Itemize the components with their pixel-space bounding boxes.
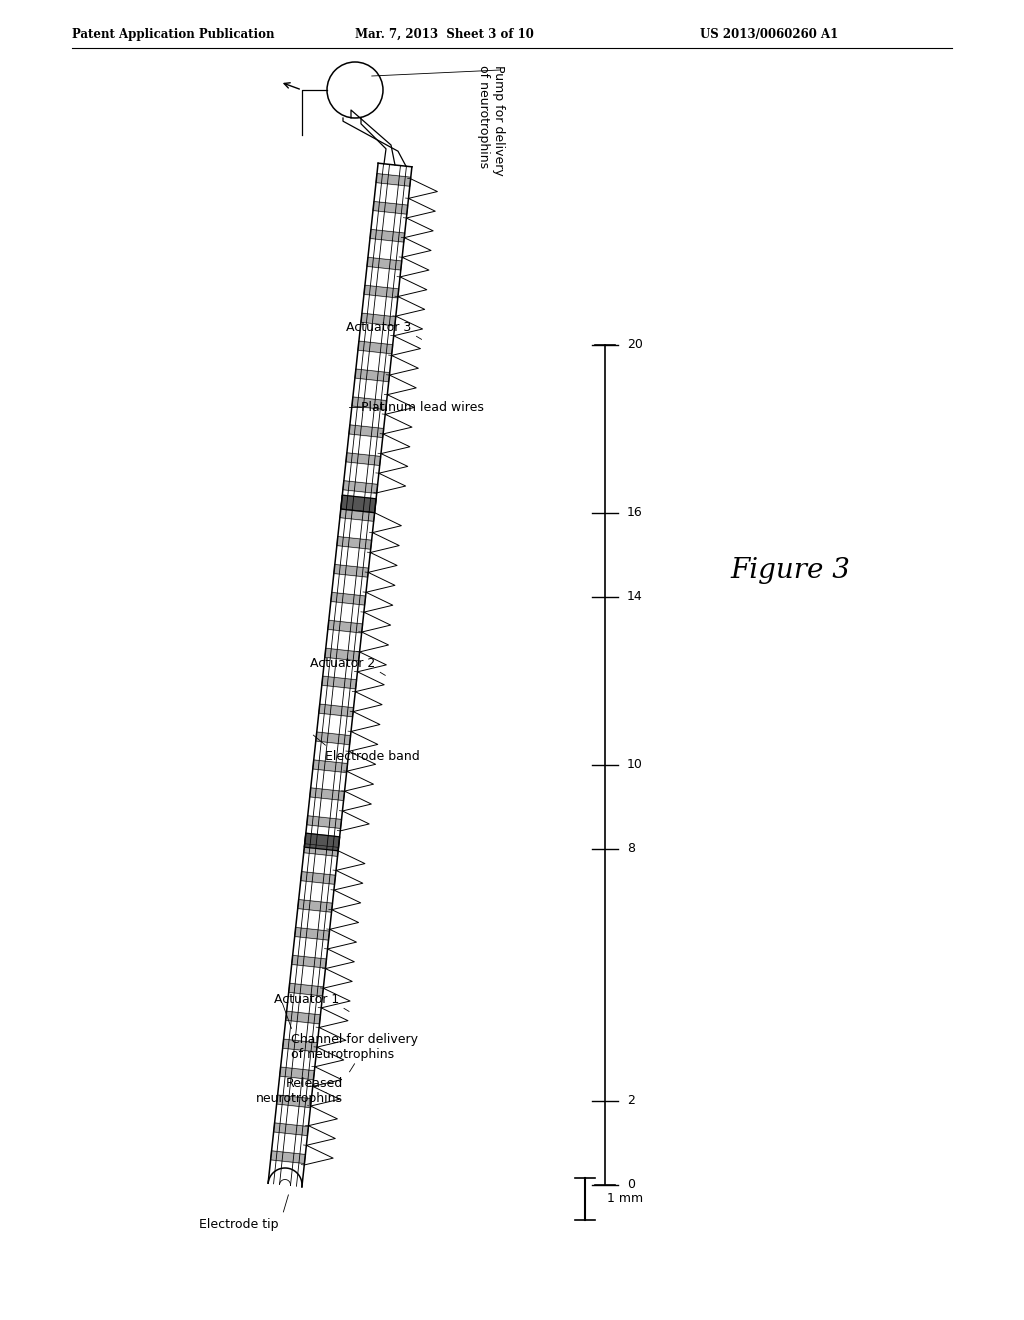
Text: 20: 20 [627, 338, 643, 351]
Text: Figure 3: Figure 3 [730, 557, 850, 583]
Text: Actuator 1: Actuator 1 [273, 994, 339, 1006]
Polygon shape [268, 164, 412, 1187]
Polygon shape [295, 928, 330, 940]
Polygon shape [337, 537, 372, 549]
Polygon shape [273, 1123, 308, 1135]
Text: 0: 0 [627, 1179, 635, 1192]
Text: Actuator 3: Actuator 3 [346, 321, 412, 334]
Polygon shape [334, 565, 369, 577]
Polygon shape [370, 230, 404, 242]
Polygon shape [289, 983, 324, 995]
Text: 10: 10 [627, 759, 643, 771]
Text: 14: 14 [627, 590, 643, 603]
Polygon shape [283, 1039, 317, 1052]
Polygon shape [367, 257, 401, 271]
Text: Platinum lead wires: Platinum lead wires [360, 400, 483, 413]
Text: 2: 2 [627, 1094, 635, 1107]
Polygon shape [298, 899, 333, 912]
Text: 16: 16 [627, 507, 643, 520]
Polygon shape [304, 843, 339, 857]
Polygon shape [312, 760, 347, 772]
Text: Actuator 2: Actuator 2 [310, 657, 375, 671]
Polygon shape [331, 593, 366, 605]
Polygon shape [286, 1011, 321, 1024]
Text: Released
neurotrophins: Released neurotrophins [256, 1077, 343, 1105]
Polygon shape [364, 285, 398, 298]
Polygon shape [315, 733, 350, 744]
Polygon shape [270, 1151, 305, 1163]
Polygon shape [310, 788, 344, 800]
Text: 8: 8 [627, 842, 635, 855]
Text: 1 mm: 1 mm [607, 1192, 643, 1205]
Polygon shape [352, 397, 387, 409]
Polygon shape [355, 370, 390, 381]
Polygon shape [280, 1067, 314, 1080]
Text: US 2013/0060260 A1: US 2013/0060260 A1 [700, 28, 839, 41]
Polygon shape [376, 174, 411, 186]
Polygon shape [343, 480, 378, 494]
Polygon shape [328, 620, 362, 634]
Polygon shape [292, 956, 327, 968]
Polygon shape [373, 202, 408, 214]
Polygon shape [322, 676, 356, 689]
Text: Electrode tip: Electrode tip [199, 1218, 279, 1232]
Polygon shape [346, 453, 381, 466]
Polygon shape [349, 425, 384, 437]
Polygon shape [358, 341, 393, 354]
Polygon shape [325, 648, 359, 661]
Polygon shape [304, 833, 340, 851]
Polygon shape [340, 508, 375, 521]
Polygon shape [341, 495, 376, 512]
Text: Mar. 7, 2013  Sheet 3 of 10: Mar. 7, 2013 Sheet 3 of 10 [355, 28, 534, 41]
Text: Patent Application Publication: Patent Application Publication [72, 28, 274, 41]
Text: Pump for delivery
of neurotrophins: Pump for delivery of neurotrophins [477, 65, 505, 176]
Polygon shape [276, 1096, 311, 1107]
Polygon shape [301, 871, 336, 884]
Text: Channel for delivery
of neurotrophins: Channel for delivery of neurotrophins [292, 1034, 419, 1061]
Text: Electrode band: Electrode band [326, 750, 420, 763]
Polygon shape [318, 704, 353, 717]
Polygon shape [360, 313, 395, 326]
Polygon shape [307, 816, 342, 829]
